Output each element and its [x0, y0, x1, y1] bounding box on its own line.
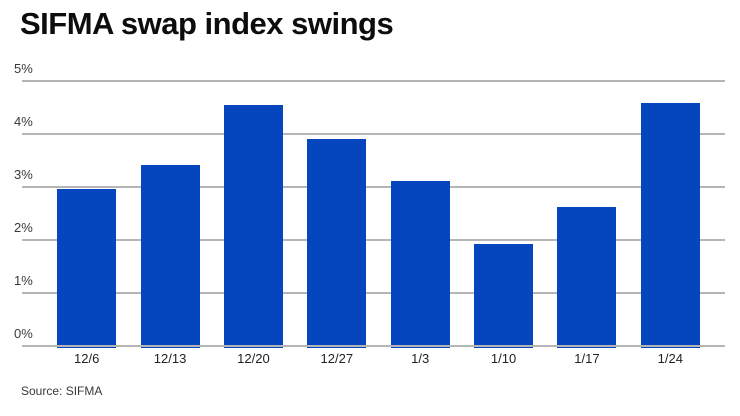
y-axis-tick-label: 0%	[14, 326, 33, 341]
x-axis-tick-label: 1/3	[411, 351, 430, 366]
bar-12/27	[307, 139, 367, 348]
gridline-0%	[22, 345, 725, 347]
bar-cell	[128, 80, 211, 348]
y-axis-tick-label: 3%	[14, 167, 33, 182]
y-axis-tick-label: 4%	[14, 114, 33, 129]
y-axis-tick-label: 1%	[14, 273, 33, 288]
bar-1/24	[640, 103, 700, 348]
gridline-4%	[22, 133, 725, 135]
x-axis-tick-label: 12/13	[153, 351, 187, 366]
gridline-1%	[22, 292, 725, 294]
source-note: Source: SIFMA	[21, 384, 103, 398]
gridline-2%	[22, 239, 725, 241]
bar-12/13	[140, 164, 200, 348]
x-axis-tick-label: 1/10	[490, 351, 517, 366]
bar-1/17	[557, 207, 617, 348]
x-axis-labels: 12/6 12/13 12/20 12/27 1/3 1/10 1/17 1/24	[45, 351, 712, 366]
chart-title: SIFMA swap index swings	[20, 6, 394, 41]
y-axis-tick-label: 2%	[14, 220, 33, 235]
gridline-5%	[22, 80, 725, 82]
bar-1/3	[390, 180, 450, 348]
bar-1/10	[474, 244, 534, 348]
x-axis-tick-label: 12/6	[74, 351, 100, 366]
gridline-3%	[22, 186, 725, 188]
bar-cell	[545, 80, 628, 348]
bar-12/6	[57, 188, 117, 348]
bar-cell	[462, 80, 545, 348]
x-axis-tick-label: 1/24	[657, 351, 683, 366]
bar-chart: 5% 4% 3% 2% 1% 0% 12/6 12/13 12/20 12/27 1/3 1/10 1…	[14, 62, 725, 366]
x-axis-tick-label: 1/17	[574, 351, 600, 366]
y-axis-tick-label: 5%	[14, 61, 33, 76]
bar-cell	[379, 80, 462, 348]
bars-area	[45, 80, 712, 348]
bar-cell	[295, 80, 378, 348]
x-axis-tick-label: 12/20	[237, 351, 270, 366]
bar-cell	[45, 80, 128, 348]
bar-12/20	[223, 104, 283, 348]
bar-cell	[212, 80, 295, 348]
x-axis-tick-label: 12/27	[320, 351, 354, 366]
bar-cell	[629, 80, 712, 348]
